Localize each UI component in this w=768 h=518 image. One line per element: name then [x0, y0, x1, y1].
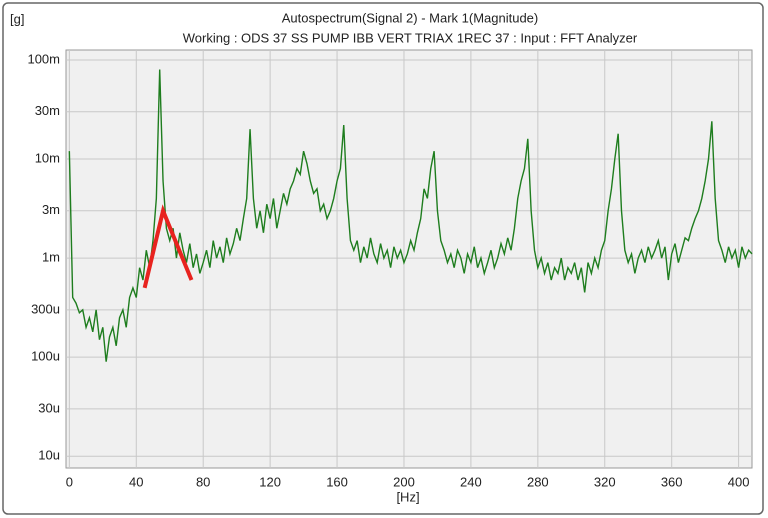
- x-tick-label: 80: [196, 474, 210, 489]
- x-tick-label: 200: [393, 474, 415, 489]
- plot-area: [65, 49, 753, 469]
- y-tick-label: 10u: [38, 448, 60, 463]
- x-tick-label: 400: [728, 474, 750, 489]
- y-tick-label: 30u: [38, 400, 60, 415]
- y-tick-label: 100u: [31, 349, 60, 364]
- spectrum-line: [68, 69, 753, 362]
- x-tick-label: 320: [594, 474, 616, 489]
- x-tick-label: 240: [460, 474, 482, 489]
- y-tick-label: 100m: [27, 51, 60, 66]
- chart-title: Autospectrum(Signal 2) - Mark 1(Magnitud…: [282, 10, 539, 25]
- x-tick-label: 40: [129, 474, 143, 489]
- y-unit: [g]: [10, 11, 24, 26]
- y-tick-label: 1m: [42, 250, 60, 265]
- x-tick-label: 0: [66, 474, 73, 489]
- x-tick-label: 280: [527, 474, 549, 489]
- chart-subtitle: Working : ODS 37 SS PUMP IBB VERT TRIAX …: [183, 30, 638, 45]
- annotation-line: [142, 204, 194, 289]
- y-tick-label: 30m: [35, 103, 60, 118]
- y-tick-label: 3m: [42, 202, 60, 217]
- x-tick-label: 160: [326, 474, 348, 489]
- x-axis-label: [Hz]: [396, 489, 419, 504]
- y-tick-label: 10m: [35, 150, 60, 165]
- y-tick-label: 300u: [31, 301, 60, 316]
- x-tick-label: 120: [259, 474, 281, 489]
- x-tick-label: 360: [661, 474, 683, 489]
